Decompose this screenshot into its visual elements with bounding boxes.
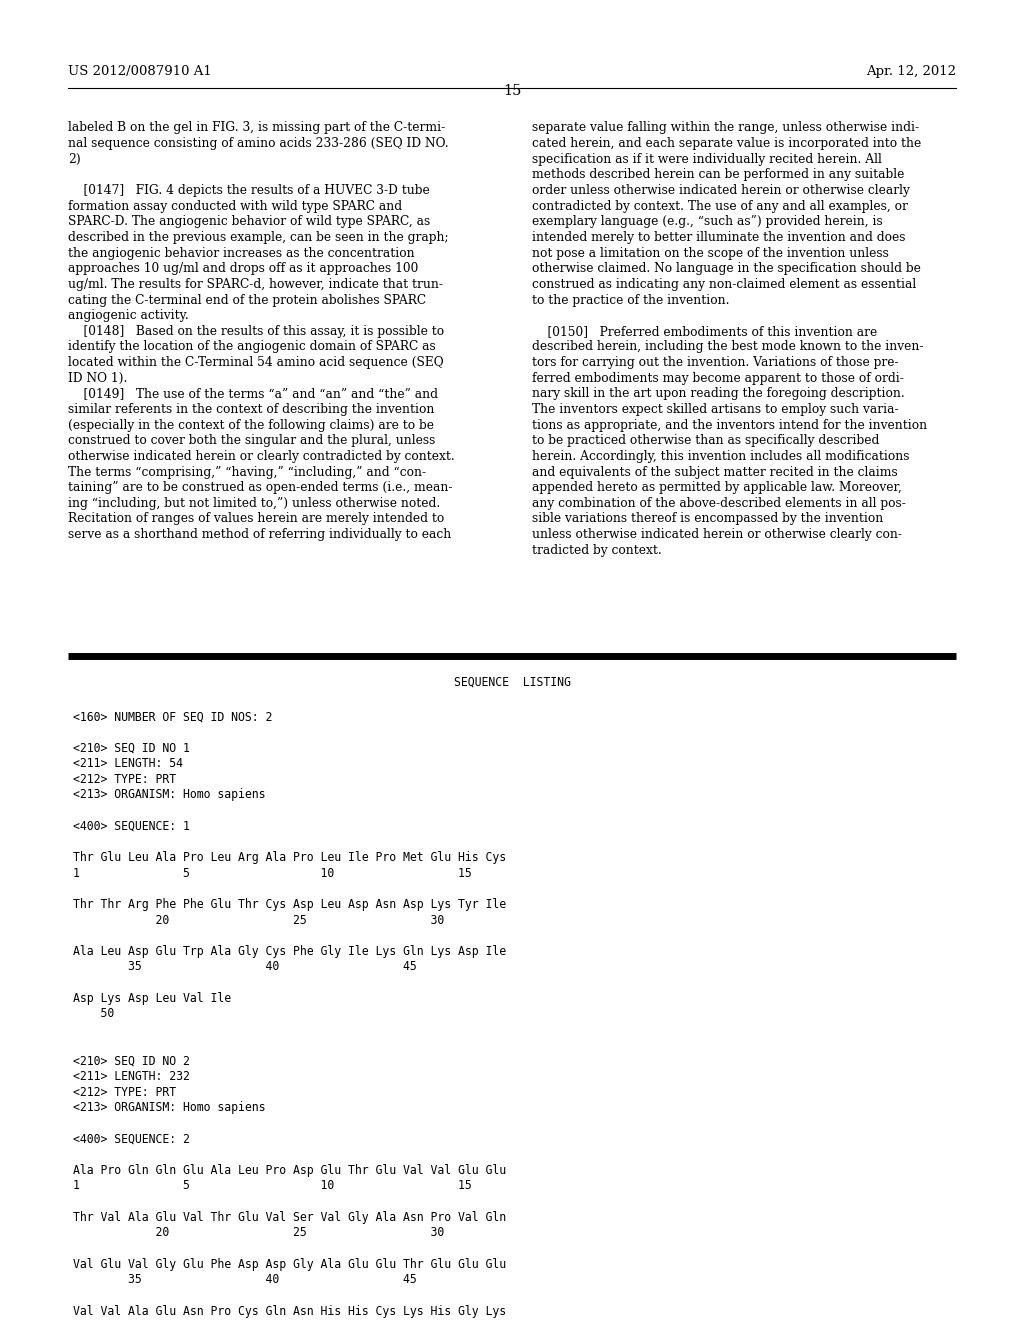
Text: Val Glu Val Gly Glu Phe Asp Asp Gly Ala Glu Glu Thr Glu Glu Glu: Val Glu Val Gly Glu Phe Asp Asp Gly Ala … <box>73 1258 506 1271</box>
Text: The terms “comprising,” “having,” “including,” and “con-: The terms “comprising,” “having,” “inclu… <box>68 466 426 479</box>
Text: Ala Leu Asp Glu Trp Ala Gly Cys Phe Gly Ile Lys Gln Lys Asp Ile: Ala Leu Asp Glu Trp Ala Gly Cys Phe Gly … <box>73 945 506 958</box>
Text: <213> ORGANISM: Homo sapiens: <213> ORGANISM: Homo sapiens <box>73 788 265 801</box>
Text: taining” are to be construed as open-ended terms (i.e., mean-: taining” are to be construed as open-end… <box>68 482 453 494</box>
Text: 1               5                   10                  15: 1 5 10 15 <box>73 1180 472 1192</box>
Text: 20                  25                  30: 20 25 30 <box>73 1226 444 1239</box>
Text: [0150]   Preferred embodiments of this invention are: [0150] Preferred embodiments of this inv… <box>532 325 878 338</box>
Text: described herein, including the best mode known to the inven-: described herein, including the best mod… <box>532 341 924 354</box>
Text: 1               5                   10                  15: 1 5 10 15 <box>73 866 472 879</box>
Text: 15: 15 <box>503 84 521 98</box>
Text: 35                  40                  45: 35 40 45 <box>73 1274 417 1286</box>
Text: [0147]   FIG. 4 depicts the results of a HUVEC 3-D tube: [0147] FIG. 4 depicts the results of a H… <box>68 183 430 197</box>
Text: exemplary language (e.g., “such as”) provided herein, is: exemplary language (e.g., “such as”) pro… <box>532 215 883 228</box>
Text: Ala Pro Gln Gln Glu Ala Leu Pro Asp Glu Thr Glu Val Val Glu Glu: Ala Pro Gln Gln Glu Ala Leu Pro Asp Glu … <box>73 1164 506 1176</box>
Text: approaches 10 ug/ml and drops off as it approaches 100: approaches 10 ug/ml and drops off as it … <box>68 263 419 275</box>
Text: <211> LENGTH: 232: <211> LENGTH: 232 <box>73 1071 190 1082</box>
Text: ferred embodiments may become apparent to those of ordi-: ferred embodiments may become apparent t… <box>532 372 904 384</box>
Text: Thr Val Ala Glu Val Thr Glu Val Ser Val Gly Ala Asn Pro Val Gln: Thr Val Ala Glu Val Thr Glu Val Ser Val … <box>73 1210 506 1224</box>
Text: <212> TYPE: PRT: <212> TYPE: PRT <box>73 1085 176 1098</box>
Text: angiogenic activity.: angiogenic activity. <box>68 309 188 322</box>
Text: not pose a limitation on the scope of the invention unless: not pose a limitation on the scope of th… <box>532 247 889 260</box>
Text: any combination of the above-described elements in all pos-: any combination of the above-described e… <box>532 496 906 510</box>
Text: contradicted by context. The use of any and all examples, or: contradicted by context. The use of any … <box>532 199 908 213</box>
Text: appended hereto as permitted by applicable law. Moreover,: appended hereto as permitted by applicab… <box>532 482 902 494</box>
Text: located within the C-Terminal 54 amino acid sequence (SEQ: located within the C-Terminal 54 amino a… <box>68 356 443 370</box>
Text: SPARC-D. The angiogenic behavior of wild type SPARC, as: SPARC-D. The angiogenic behavior of wild… <box>68 215 430 228</box>
Text: Thr Glu Leu Ala Pro Leu Arg Ala Pro Leu Ile Pro Met Glu His Cys: Thr Glu Leu Ala Pro Leu Arg Ala Pro Leu … <box>73 851 506 863</box>
Text: <213> ORGANISM: Homo sapiens: <213> ORGANISM: Homo sapiens <box>73 1101 265 1114</box>
Text: Asp Lys Asp Leu Val Ile: Asp Lys Asp Leu Val Ile <box>73 991 231 1005</box>
Text: ing “including, but not limited to,”) unless otherwise noted.: ing “including, but not limited to,”) un… <box>68 496 440 510</box>
Text: Recitation of ranges of values herein are merely intended to: Recitation of ranges of values herein ar… <box>68 512 444 525</box>
Text: tions as appropriate, and the inventors intend for the invention: tions as appropriate, and the inventors … <box>532 418 927 432</box>
Text: methods described herein can be performed in any suitable: methods described herein can be performe… <box>532 169 904 181</box>
Text: US 2012/0087910 A1: US 2012/0087910 A1 <box>68 65 212 78</box>
Text: construed to cover both the singular and the plural, unless: construed to cover both the singular and… <box>68 434 435 447</box>
Text: <210> SEQ ID NO 2: <210> SEQ ID NO 2 <box>73 1055 190 1068</box>
Text: construed as indicating any non-claimed element as essential: construed as indicating any non-claimed … <box>532 277 916 290</box>
Text: serve as a shorthand method of referring individually to each: serve as a shorthand method of referring… <box>68 528 452 541</box>
Text: nary skill in the art upon reading the foregoing description.: nary skill in the art upon reading the f… <box>532 387 905 400</box>
Text: and equivalents of the subject matter recited in the claims: and equivalents of the subject matter re… <box>532 466 898 479</box>
Text: (especially in the context of the following claims) are to be: (especially in the context of the follow… <box>68 418 434 432</box>
Text: [0149]   The use of the terms “a” and “an” and “the” and: [0149] The use of the terms “a” and “an”… <box>68 387 438 400</box>
Text: <211> LENGTH: 54: <211> LENGTH: 54 <box>73 758 183 770</box>
Text: cated herein, and each separate value is incorporated into the: cated herein, and each separate value is… <box>532 137 922 150</box>
Text: herein. Accordingly, this invention includes all modifications: herein. Accordingly, this invention incl… <box>532 450 909 463</box>
Text: labeled B on the gel in FIG. 3, is missing part of the C-termi-: labeled B on the gel in FIG. 3, is missi… <box>68 121 445 135</box>
Text: order unless otherwise indicated herein or otherwise clearly: order unless otherwise indicated herein … <box>532 183 910 197</box>
Text: SEQUENCE  LISTING: SEQUENCE LISTING <box>454 676 570 689</box>
Text: formation assay conducted with wild type SPARC and: formation assay conducted with wild type… <box>68 199 402 213</box>
Text: Thr Thr Arg Phe Phe Glu Thr Cys Asp Leu Asp Asn Asp Lys Tyr Ile: Thr Thr Arg Phe Phe Glu Thr Cys Asp Leu … <box>73 898 506 911</box>
Text: similar referents in the context of describing the invention: similar referents in the context of desc… <box>68 403 434 416</box>
Text: otherwise claimed. No language in the specification should be: otherwise claimed. No language in the sp… <box>532 263 921 275</box>
Text: tradicted by context.: tradicted by context. <box>532 544 662 557</box>
Text: the angiogenic behavior increases as the concentration: the angiogenic behavior increases as the… <box>68 247 415 260</box>
Text: otherwise indicated herein or clearly contradicted by context.: otherwise indicated herein or clearly co… <box>68 450 455 463</box>
Text: identify the location of the angiogenic domain of SPARC as: identify the location of the angiogenic … <box>68 341 436 354</box>
Text: specification as if it were individually recited herein. All: specification as if it were individually… <box>532 153 882 166</box>
Text: 50: 50 <box>73 1007 115 1020</box>
Text: [0148]   Based on the results of this assay, it is possible to: [0148] Based on the results of this assa… <box>68 325 444 338</box>
Text: <212> TYPE: PRT: <212> TYPE: PRT <box>73 772 176 785</box>
Text: to the practice of the invention.: to the practice of the invention. <box>532 293 729 306</box>
Text: to be practiced otherwise than as specifically described: to be practiced otherwise than as specif… <box>532 434 880 447</box>
Text: sible variations thereof is encompassed by the invention: sible variations thereof is encompassed … <box>532 512 884 525</box>
Text: tors for carrying out the invention. Variations of those pre-: tors for carrying out the invention. Var… <box>532 356 899 370</box>
Text: cating the C-terminal end of the protein abolishes SPARC: cating the C-terminal end of the protein… <box>68 293 426 306</box>
Text: Val Val Ala Glu Asn Pro Cys Gln Asn His His Cys Lys His Gly Lys: Val Val Ala Glu Asn Pro Cys Gln Asn His … <box>73 1304 506 1317</box>
Text: Apr. 12, 2012: Apr. 12, 2012 <box>866 65 956 78</box>
Text: <160> NUMBER OF SEQ ID NOS: 2: <160> NUMBER OF SEQ ID NOS: 2 <box>73 710 272 723</box>
Text: intended merely to better illuminate the invention and does: intended merely to better illuminate the… <box>532 231 905 244</box>
Text: The inventors expect skilled artisans to employ such varia-: The inventors expect skilled artisans to… <box>532 403 899 416</box>
Text: <400> SEQUENCE: 1: <400> SEQUENCE: 1 <box>73 820 190 833</box>
Text: 35                  40                  45: 35 40 45 <box>73 961 417 973</box>
Text: separate value falling within the range, unless otherwise indi-: separate value falling within the range,… <box>532 121 920 135</box>
Text: 20                  25                  30: 20 25 30 <box>73 913 444 927</box>
Text: nal sequence consisting of amino acids 233-286 (SEQ ID NO.: nal sequence consisting of amino acids 2… <box>68 137 449 150</box>
Text: <400> SEQUENCE: 2: <400> SEQUENCE: 2 <box>73 1133 190 1146</box>
Text: described in the previous example, can be seen in the graph;: described in the previous example, can b… <box>68 231 449 244</box>
Text: unless otherwise indicated herein or otherwise clearly con-: unless otherwise indicated herein or oth… <box>532 528 902 541</box>
Text: <210> SEQ ID NO 1: <210> SEQ ID NO 1 <box>73 742 190 755</box>
Text: ID NO 1).: ID NO 1). <box>68 372 127 384</box>
Text: ug/ml. The results for SPARC-d, however, indicate that trun-: ug/ml. The results for SPARC-d, however,… <box>68 277 443 290</box>
Text: 2): 2) <box>68 153 81 166</box>
